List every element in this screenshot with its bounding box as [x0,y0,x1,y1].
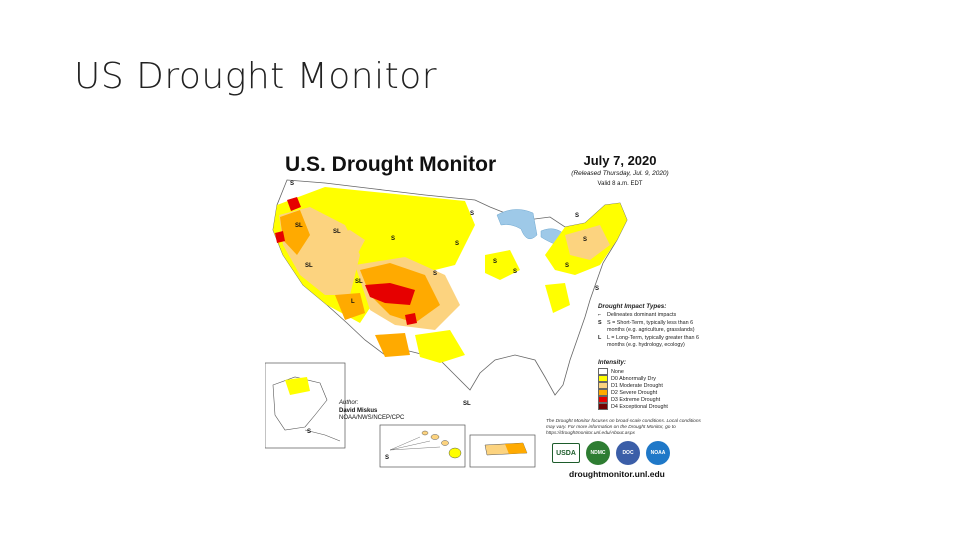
legend-item: D0 Abnormally Dry [598,375,708,382]
impact-types-box: Drought Impact Types: ⌐ Delineates domin… [598,303,708,350]
legend-title: Intensity: [598,359,626,366]
site-url[interactable]: droughtmonitor.unl.edu [569,469,665,479]
impact-label: SL [463,401,471,407]
legend-item: D1 Moderate Drought [598,382,708,389]
slide-title: US Drought Monitor [74,56,438,97]
impact-text: S = Short-Term, typically less than 6 mo… [607,320,695,333]
alaska-d0 [285,377,310,395]
legend-label: D3 Extreme Drought [611,396,661,403]
map-date: July 7, 2020 [583,153,657,168]
impact-label: S [290,181,294,187]
impact-label: S [583,237,587,243]
disclaimer-text: The Drought Monitor focuses on broad-sca… [546,419,701,436]
impact-types-title: Drought Impact Types: [598,303,667,310]
hawaii-islands [421,430,462,459]
impact-label: S [575,213,579,219]
impact-label: S [307,429,311,435]
impact-text: L = Long-Term, typically greater than 6 … [607,335,699,348]
impact-key: L [598,335,602,342]
impact-type-row: S S = Short-Term, typically less than 6 … [598,320,708,333]
release-date: (Released Thursday, Jul. 9, 2020) [571,170,669,177]
legend-item: D4 Exceptional Drought [598,403,708,410]
logo-row: USDA NDMC DOC NOAA [552,441,670,465]
drought-map-figure: S SL SL S S SL SL S S S S S S S S L SL S S U.S. Drought Mo… [265,145,705,480]
legend-swatch [598,382,608,389]
doc-logo: DOC [616,441,640,465]
legend-label: D1 Moderate Drought [611,382,663,389]
legend-swatch [598,396,608,403]
impact-label: S [433,271,437,277]
author-org: NOAA/NWS/NCEP/CPC [339,415,405,421]
valid-time: Valid 8 a.m. EDT [597,181,643,187]
legend-swatch [598,368,608,375]
impact-type-row: L L = Long-Term, typically greater than … [598,335,708,348]
impact-label: S [470,211,474,217]
date-block: July 7, 2020 (Released Thursday, Jul. 9,… [550,153,690,187]
impact-label: SL [305,263,313,269]
hawaii-inset-frame [379,424,466,468]
impact-label: S [385,455,389,461]
legend-item: D2 Severe Drought [598,389,708,396]
author-name: David Miskus [339,407,378,414]
legend-swatch [598,389,608,396]
legend-rows: None D0 Abnormally Dry D1 Moderate Drought… [598,368,708,410]
impact-key: ⌐ [598,312,602,318]
map-title: U.S. Drought Monitor [285,153,497,176]
legend-label: D4 Exceptional Drought [611,403,668,410]
impact-label: S [391,236,395,242]
impact-label: L [351,299,355,305]
impact-type-row: ⌐ Delineates dominant impacts [598,312,708,318]
legend-label: D2 Severe Drought [611,389,658,396]
noaa-logo: NOAA [646,441,670,465]
impact-label: S [595,286,599,292]
impact-label: SL [295,223,303,229]
puerto-rico-inset-frame [469,434,536,468]
intensity-legend: Intensity: None D0 Abnormally Dry D1 Moder… [598,359,708,410]
legend-label: None [611,368,624,375]
legend-swatch [598,375,608,382]
alaska-inset-frame [265,362,346,449]
impact-label: SL [333,229,341,235]
hawaii-pointer-lines [389,436,441,451]
author-label: Author: [339,400,359,406]
usda-logo: USDA [552,443,580,463]
impact-text: Delineates dominant impacts [607,312,677,318]
ndmc-logo: NDMC [586,441,610,465]
legend-item: D3 Extreme Drought [598,396,708,403]
impact-label: S [493,259,497,265]
puerto-rico-d2 [505,443,527,454]
legend-item: None [598,368,708,375]
impact-key: S [598,320,602,327]
d3-areas [275,197,417,325]
impact-label: S [565,263,569,269]
impact-label: S [455,241,459,247]
legend-swatch [598,403,608,410]
impact-label: SL [355,279,363,285]
author-block: Author: David Miskus NOAA/NWS/NCEP/CPC [339,400,404,423]
impact-label: S [513,269,517,275]
legend-label: D0 Abnormally Dry [611,375,656,382]
